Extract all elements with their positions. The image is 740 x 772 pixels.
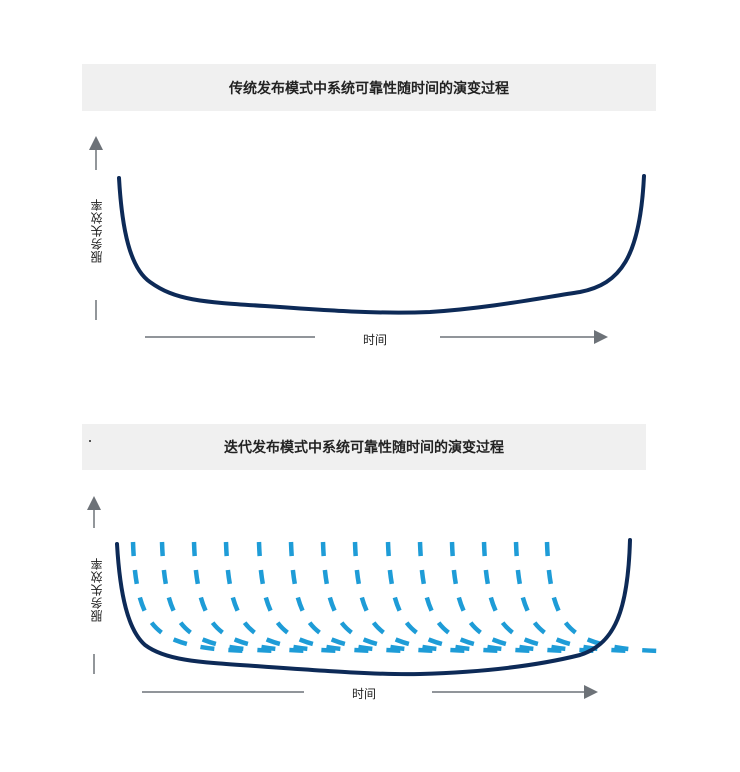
dashed-curve-14 (544, 541, 661, 654)
top-x-axis-label: 时间 (363, 333, 388, 347)
top-bathtub-curve (117, 174, 646, 315)
top-chart-title: 传统发布模式中系统可靠性随时间的演变过程 (82, 64, 656, 111)
dashed-curve-1 (130, 541, 251, 654)
dashed-curve-3 (191, 541, 312, 654)
dashed-curve-4 (223, 541, 344, 654)
bottom-y-axis (87, 496, 101, 674)
dashed-curve-10 (417, 541, 538, 654)
stray-mark (89, 440, 91, 442)
dashed-curve-9 (385, 541, 506, 654)
dashed-curve-12 (481, 541, 602, 654)
dashed-curve-11 (449, 541, 570, 654)
dashed-curve-5 (256, 541, 377, 654)
dashed-curve-8 (352, 541, 473, 654)
bottom-bathtub-curve (115, 538, 632, 677)
dashed-curves (130, 541, 661, 654)
dashed-curve-13 (513, 541, 634, 654)
bottom-x-axis-label: 时间 (352, 687, 377, 701)
dashed-curve-2 (159, 541, 280, 654)
dashed-curve-6 (288, 541, 409, 654)
bottom-chart-title: 迭代发布模式中系统可靠性随时间的演变过程 (82, 424, 646, 470)
top-y-axis (89, 136, 103, 320)
dashed-curve-7 (320, 541, 441, 654)
top-x-axis (145, 330, 608, 344)
bottom-x-axis (142, 685, 598, 699)
